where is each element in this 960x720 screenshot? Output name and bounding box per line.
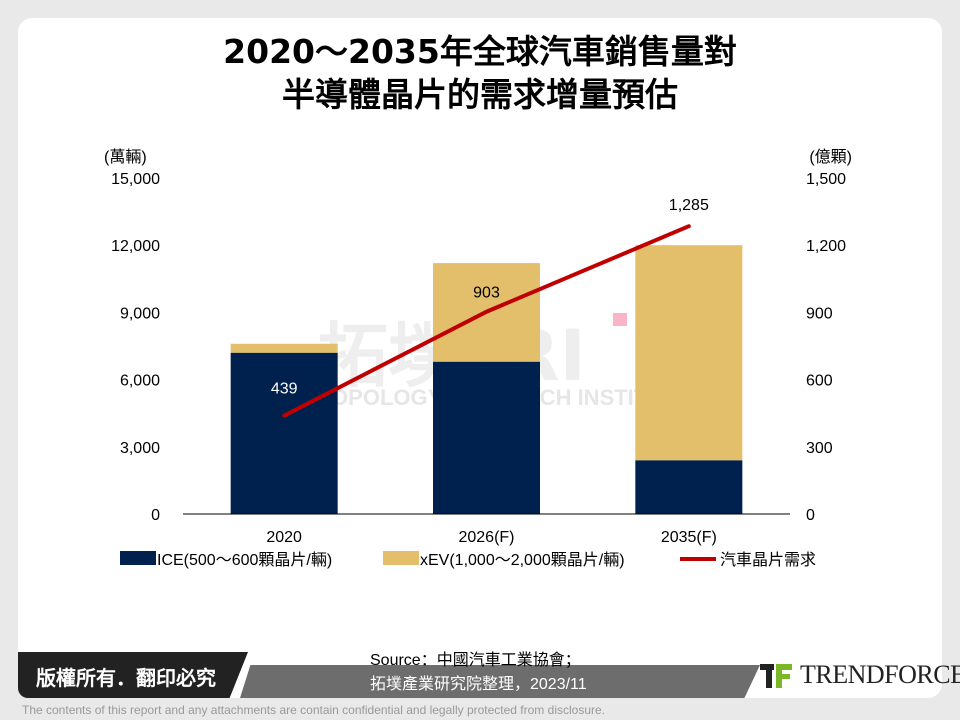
source-line-2: 拓墣產業研究院整理，2023/11 <box>370 676 587 693</box>
title-line-2: 半導體晶片的需求增量預估 <box>282 75 678 114</box>
copyright-text: 版權所有．翻印必究 <box>36 666 216 690</box>
legend-label-line: 汽車晶片需求 <box>720 551 816 569</box>
left-tick-label: 0 <box>151 507 160 524</box>
trendforce-logo-icon <box>760 664 792 688</box>
copyright-band: 版權所有．翻印必究 <box>18 652 248 698</box>
disclaimer: The contents of this report and any atta… <box>22 703 605 717</box>
bar-ice <box>635 460 743 514</box>
x-tick-label: 2026(F) <box>458 529 514 546</box>
legend-label-ice: ICE(500～600顆晶片/輛) <box>157 551 332 569</box>
right-axis-unit: (億顆) <box>809 148 852 166</box>
right-tick-label: 1,200 <box>806 238 846 255</box>
trendforce-logo: TRENDFORCE <box>760 660 960 690</box>
x-tick-label: 2035(F) <box>661 529 717 546</box>
legend-label-xev: xEV(1,000～2,000顆晶片/輛) <box>420 551 625 569</box>
title-line-1: 2020～2035年全球汽車銷售量對 <box>223 32 737 71</box>
bar-ice <box>230 352 338 514</box>
bar-xev <box>230 343 338 353</box>
left-tick-label: 15,000 <box>111 171 160 188</box>
right-tick-label: 900 <box>806 305 833 322</box>
source-line-1: Source：中國汽車工業協會； <box>370 652 581 669</box>
bar-ice <box>433 361 540 514</box>
line-chip-demand <box>282 224 691 418</box>
bar-xev <box>635 245 743 461</box>
right-tick-label: 300 <box>806 440 833 457</box>
right-tick-label: 1,500 <box>806 171 846 188</box>
right-tick-label: 600 <box>806 373 833 390</box>
legend-swatch-ice <box>120 551 156 565</box>
trendforce-logo-text: TRENDFORCE <box>800 660 960 689</box>
watermark-accent <box>613 313 627 326</box>
line-data-label: 439 <box>271 381 298 398</box>
left-axis-unit: (萬輛) <box>104 148 147 166</box>
left-tick-label: 12,000 <box>111 238 160 255</box>
source-band <box>240 665 760 698</box>
left-tick-label: 6,000 <box>120 373 160 390</box>
line-data-label: 903 <box>473 285 500 302</box>
x-tick-label: 2020 <box>266 529 302 546</box>
right-tick-label: 0 <box>806 507 815 524</box>
chart-title: 2020～2035年全球汽車銷售量對 半導體晶片的需求增量預估 <box>0 30 960 116</box>
left-tick-label: 9,000 <box>120 305 160 322</box>
legend-swatch-xev <box>383 551 419 565</box>
line-data-label: 1,285 <box>669 197 709 214</box>
left-tick-label: 3,000 <box>120 440 160 457</box>
